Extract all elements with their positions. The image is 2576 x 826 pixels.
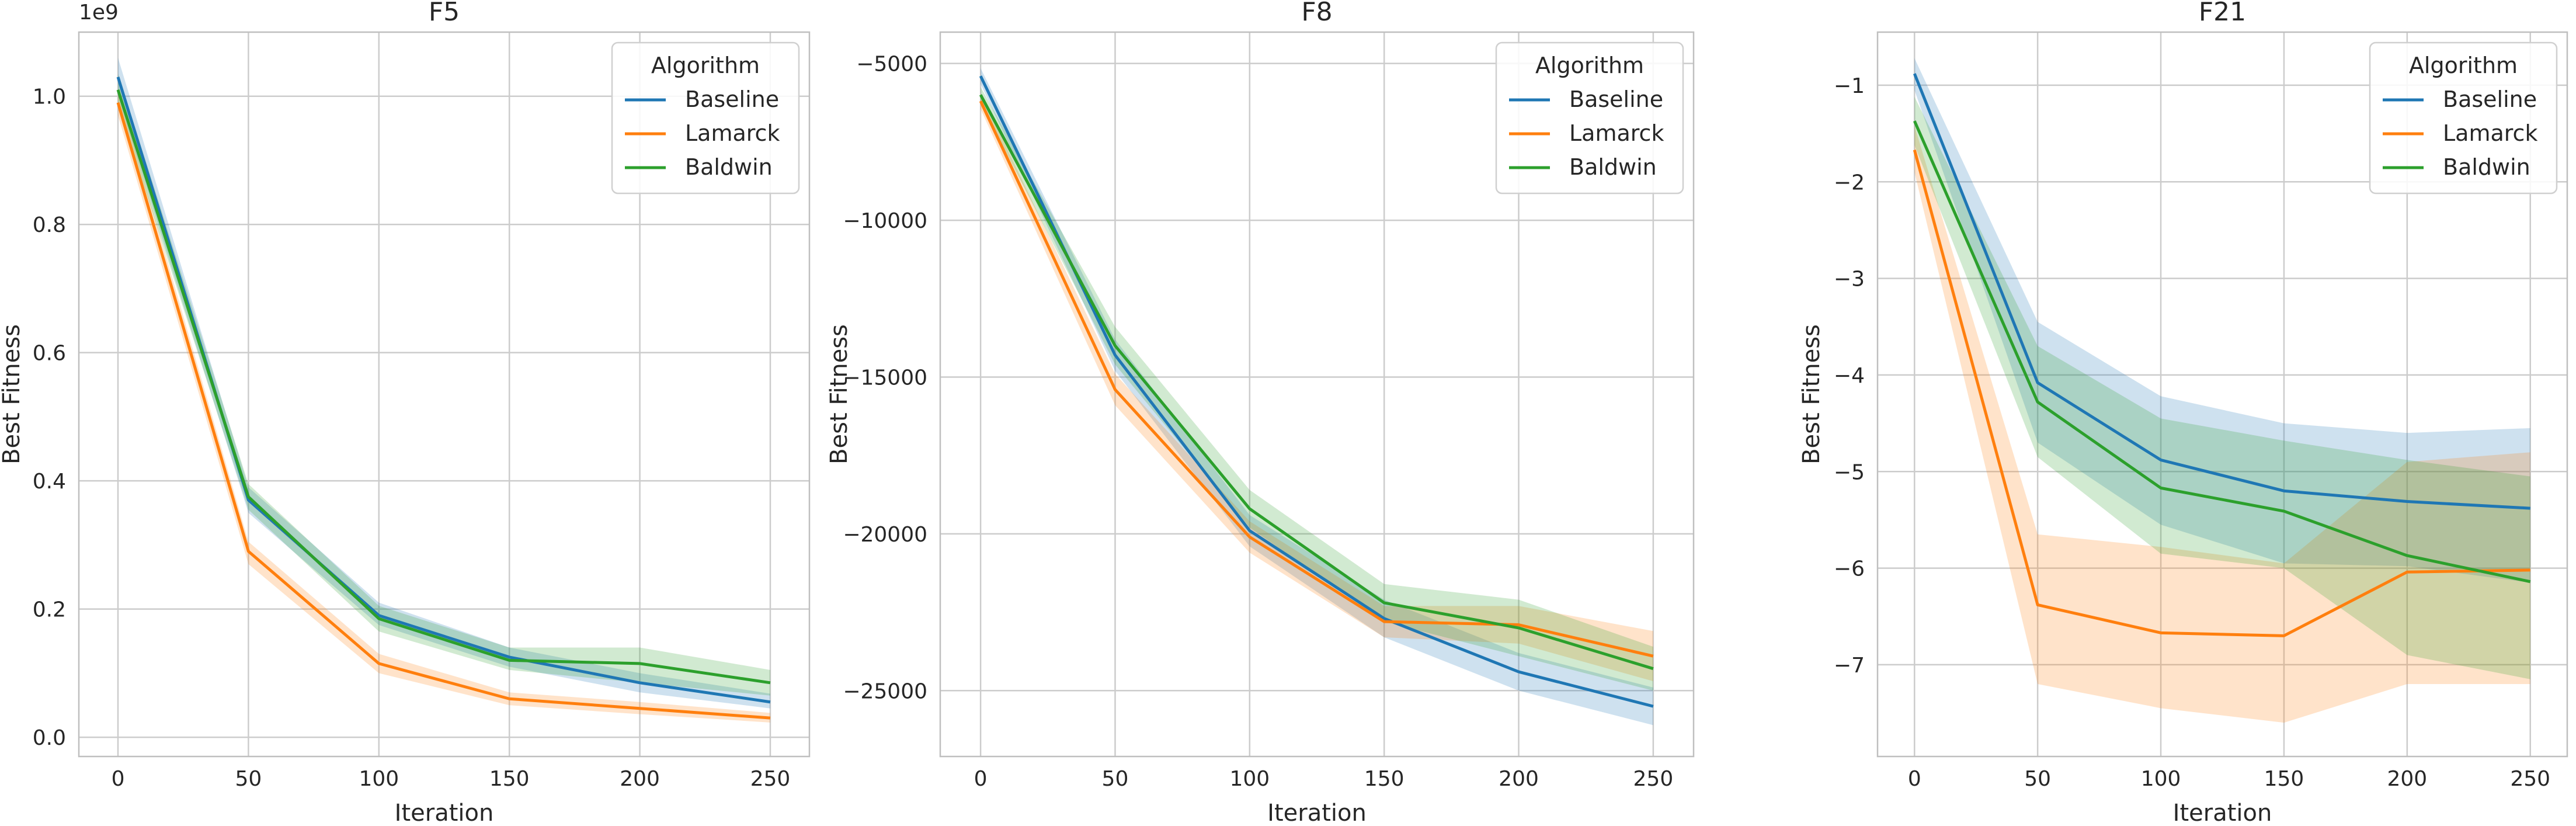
- y-axis-label: Best Fitness: [826, 324, 853, 464]
- legend-label-baldwin: Baldwin: [2443, 154, 2530, 180]
- series-line-baldwin: [1913, 120, 2531, 584]
- chart-panel-f5: 0 50 100 150 200 250 0.0 0.2 0.4 0.6 0.8 1.0 F5 Itera…: [0, 0, 811, 826]
- y-tick-label: −1: [1834, 74, 1865, 98]
- x-tick-label: 200: [2387, 767, 2427, 791]
- series-line-baseline: [1913, 73, 2530, 510]
- legend-label-baseline: Baseline: [2443, 86, 2537, 112]
- legend-title: Algorithm: [1535, 53, 1644, 78]
- y-axis-label: Best Fitness: [0, 324, 25, 464]
- y-tick-label: −4: [1834, 364, 1865, 388]
- chart-panel-f21: 0 50 100 150 200 250 −7 −6 −5 −4 −3 −2 −1 F21 Iteratio…: [1798, 0, 2568, 826]
- y-tick-label: −7: [1834, 654, 1865, 678]
- y-tick-label: 0.0: [33, 726, 66, 750]
- legend-label-baldwin: Baldwin: [1569, 154, 1657, 180]
- y-tick-label: −20000: [843, 523, 927, 547]
- legend-label-baldwin: Baldwin: [685, 154, 773, 180]
- x-tick-label: 250: [1633, 767, 1674, 791]
- x-tick-label: 150: [2264, 767, 2304, 791]
- y-tick-label: 1.0: [33, 85, 66, 109]
- legend: Algorithm Baseline Lamarck Baldwin: [1495, 41, 1684, 195]
- x-tick-label: 250: [750, 767, 791, 791]
- series-line-baseline: [979, 75, 1654, 708]
- y-tick-label: −25000: [843, 679, 927, 703]
- x-tick-label: 150: [489, 767, 530, 791]
- band-baseline: [1914, 58, 2530, 583]
- x-tick-label: 50: [2024, 767, 2051, 791]
- y-tick-label: 0.2: [33, 598, 66, 622]
- x-tick-label: 0: [974, 767, 988, 791]
- plot-frame: [939, 31, 1695, 758]
- x-tick-label: 200: [1499, 767, 1539, 791]
- chart-title: F8: [1301, 0, 1332, 27]
- x-axis-label: Iteration: [395, 800, 494, 826]
- legend: Algorithm Baseline Lamarck Baldwin: [611, 41, 800, 195]
- x-tick-label: 250: [2510, 767, 2550, 791]
- x-tick-label: 100: [1229, 767, 1270, 791]
- y-tick-label: 0.8: [33, 213, 66, 237]
- legend: Algorithm Baseline Lamarck Baldwin: [2369, 41, 2558, 195]
- x-tick-label: 0: [112, 767, 125, 791]
- chart-panel-f8: 0 50 100 150 200 250 −25000 −20000 −15000 −10000 −…: [826, 0, 1695, 826]
- x-tick-label: 100: [359, 767, 399, 791]
- x-tick-label: 200: [620, 767, 660, 791]
- y-tick-label: −10000: [843, 209, 927, 233]
- x-axis-label: Iteration: [2173, 800, 2272, 826]
- band-baldwin: [1914, 96, 2530, 679]
- band-baldwin: [981, 86, 1653, 691]
- chart-title: F5: [429, 0, 460, 27]
- band-lamarck: [1914, 126, 2530, 723]
- legend-label-lamarck: Lamarck: [2443, 120, 2537, 146]
- y-tick-label: 0.4: [33, 470, 66, 494]
- legend-title: Algorithm: [651, 53, 760, 78]
- series-line-lamarck: [1913, 150, 2530, 637]
- legend-box: [2369, 41, 2558, 195]
- y-tick-label: −5000: [856, 53, 927, 77]
- x-tick-label: 150: [1364, 767, 1405, 791]
- series-line-baldwin: [979, 94, 1654, 671]
- series-line-lamarck: [116, 102, 771, 720]
- plot-frame: [1876, 31, 2568, 758]
- legend-label-lamarck: Lamarck: [685, 120, 780, 146]
- y-tick-label: −2: [1834, 171, 1865, 195]
- x-tick-label: 100: [2141, 767, 2181, 791]
- y-axis-label: Best Fitness: [1798, 324, 1825, 464]
- y-tick-label: −3: [1834, 268, 1865, 291]
- legend-box: [611, 41, 800, 195]
- legend-label-lamarck: Lamarck: [1569, 120, 1664, 146]
- y-tick-label: 0.6: [33, 342, 66, 366]
- series-line-baldwin: [116, 89, 771, 685]
- legend-label-baseline: Baseline: [685, 86, 779, 112]
- x-tick-label: 50: [235, 767, 262, 791]
- x-tick-label: 0: [1908, 767, 1921, 791]
- y-tick-label: −5: [1834, 460, 1865, 484]
- y-scale-multiplier: 1e9: [79, 1, 119, 25]
- x-tick-label: 50: [1102, 767, 1129, 791]
- chart-title: F21: [2199, 0, 2246, 27]
- plot-frame: [78, 31, 811, 758]
- legend-title: Algorithm: [2409, 53, 2518, 78]
- series-line-lamarck: [979, 100, 1654, 658]
- x-axis-label: Iteration: [1267, 800, 1367, 826]
- legend-box: [1495, 41, 1684, 195]
- y-tick-label: −6: [1834, 557, 1865, 581]
- y-tick-label: −15000: [843, 366, 927, 390]
- legend-label-baseline: Baseline: [1569, 86, 1663, 112]
